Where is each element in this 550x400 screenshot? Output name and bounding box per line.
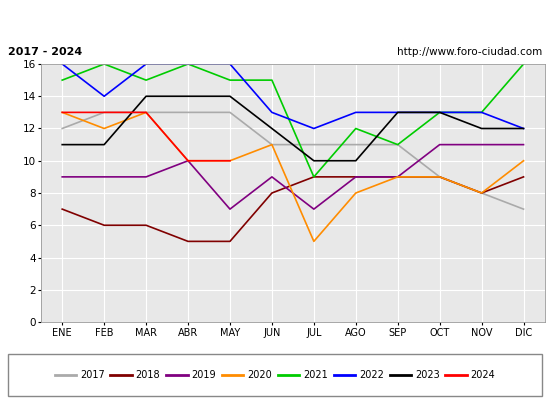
Text: http://www.foro-ciudad.com: http://www.foro-ciudad.com xyxy=(397,47,542,57)
Text: 2017 - 2024: 2017 - 2024 xyxy=(8,47,82,57)
Legend: 2017, 2018, 2019, 2020, 2021, 2022, 2023, 2024: 2017, 2018, 2019, 2020, 2021, 2022, 2023… xyxy=(54,370,496,380)
Text: Evolucion del paro registrado en Mesas de Ibor: Evolucion del paro registrado en Mesas d… xyxy=(98,14,452,28)
